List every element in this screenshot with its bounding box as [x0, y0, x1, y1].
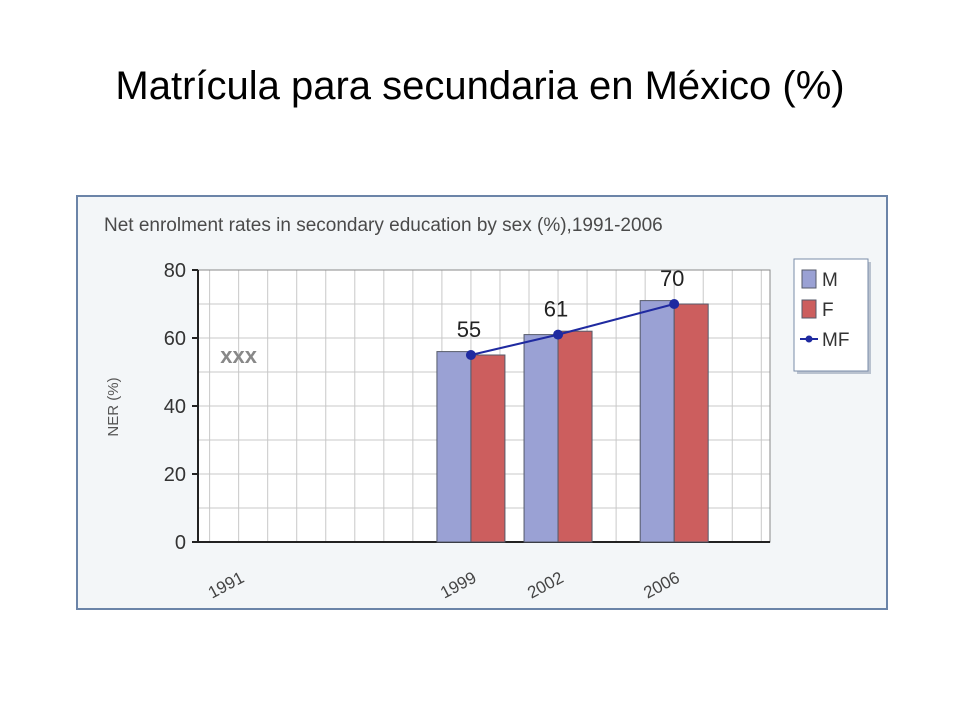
y-tick-label: 40 [164, 396, 186, 418]
bar-m-1999 [436, 351, 472, 543]
y-axis-label: NER (%) [105, 377, 122, 436]
bar-m-2002 [523, 334, 559, 543]
chart-title: Net enrolment rates in secondary educati… [104, 215, 663, 236]
legend-swatch-m [801, 269, 817, 289]
bar-m-2006 [639, 300, 675, 543]
bar-f-2006 [673, 303, 709, 543]
legend: MF MF [793, 258, 871, 374]
y-tick-label: 80 [164, 260, 186, 282]
y-tick-label: 0 [175, 532, 186, 554]
legend-swatch-f [801, 299, 817, 319]
point-mf-2006 [669, 299, 680, 309]
missing-data-marker: xxx [220, 343, 257, 368]
bar-f-1999 [470, 354, 506, 543]
bar-f-2002 [557, 330, 593, 543]
x-tick-label: 2006 [640, 568, 682, 603]
y-tick-label: 60 [164, 328, 186, 350]
slide-title: Matrícula para secundaria en México (%) [115, 64, 845, 108]
y-tick-label: 20 [164, 464, 186, 486]
data-label-2006: 70 [660, 266, 684, 291]
data-label-2002: 61 [544, 297, 568, 322]
data-label-1999: 55 [457, 317, 481, 342]
chart-svg: Net enrolment rates in secondary educati… [104, 215, 871, 603]
legend-marker-mf [805, 335, 813, 343]
x-tick-label: 1991 [205, 568, 247, 603]
legend-label-mf: MF [822, 330, 849, 351]
x-tick-label: 2002 [524, 568, 566, 603]
chart-frame: Net enrolment rates in secondary educati… [76, 195, 888, 610]
x-tick-label: 1999 [437, 568, 479, 603]
point-mf-2002 [553, 329, 564, 340]
point-mf-1999 [465, 350, 476, 360]
plot-area: 0 20 40 60 80 1991 1999 2002 2006 xxx 55 61 70 [164, 260, 771, 603]
legend-label-f: F [822, 300, 834, 321]
legend-label-m: M [822, 270, 838, 291]
